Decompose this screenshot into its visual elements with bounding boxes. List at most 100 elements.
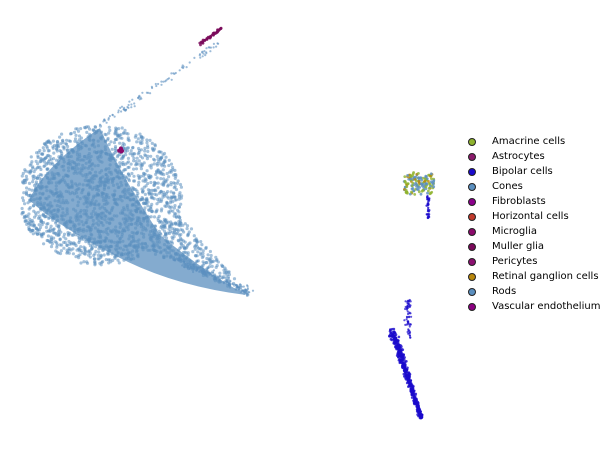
scatter-point xyxy=(188,261,191,264)
scatter-point xyxy=(106,180,110,185)
scatter-point xyxy=(409,177,413,181)
scatter-point xyxy=(123,191,127,195)
scatter-point xyxy=(89,227,93,232)
scatter-point xyxy=(93,145,97,149)
scatter-point xyxy=(219,27,223,30)
scatter-point xyxy=(61,141,65,145)
scatter-point xyxy=(140,241,145,245)
scatter-point xyxy=(134,208,138,212)
scatter-point xyxy=(85,218,89,222)
scatter-point xyxy=(126,105,129,109)
scatter-point xyxy=(128,251,133,255)
scatter-point xyxy=(246,285,249,288)
scatter-point xyxy=(166,78,169,81)
scatter-point xyxy=(63,240,67,245)
scatter-point xyxy=(116,165,120,169)
scatter-point xyxy=(82,155,86,159)
scatter-point xyxy=(419,182,423,186)
scatter-point xyxy=(47,159,51,164)
scatter-point xyxy=(84,221,88,225)
scatter-point xyxy=(216,275,219,278)
scatter-point xyxy=(26,201,30,205)
scatter-point xyxy=(114,158,118,162)
scatter-point xyxy=(135,220,139,224)
scatter-point xyxy=(186,234,190,238)
scatter-point xyxy=(39,187,43,191)
scatter-point xyxy=(164,232,168,236)
scatter-point xyxy=(127,237,131,241)
scatter-point xyxy=(23,215,27,219)
scatter-point xyxy=(222,281,225,284)
scatter-point xyxy=(58,204,62,209)
scatter-point xyxy=(239,287,243,290)
scatter-point xyxy=(62,235,66,239)
scatter-point xyxy=(196,260,199,263)
scatter-point xyxy=(85,205,89,209)
scatter-point xyxy=(32,204,36,208)
scatter-point xyxy=(75,248,79,252)
scatter-point xyxy=(408,325,411,328)
scatter-point xyxy=(150,202,154,206)
scatter-point xyxy=(114,162,118,166)
scatter-point xyxy=(122,168,127,172)
scatter-point xyxy=(432,179,436,182)
scatter-point xyxy=(406,374,410,378)
scatter-point xyxy=(201,50,204,53)
scatter-point xyxy=(81,223,85,227)
legend-item: Retinal ganglion cells xyxy=(467,269,609,284)
scatter-point xyxy=(26,215,30,219)
scatter-point xyxy=(208,35,212,39)
scatter-point xyxy=(162,177,166,181)
scatter-point xyxy=(54,187,58,191)
scatter-point xyxy=(58,252,63,256)
scatter-point xyxy=(416,403,420,406)
scatter-point xyxy=(164,238,168,242)
scatter-point xyxy=(41,152,45,156)
scatter-point xyxy=(405,318,408,321)
scatter-point xyxy=(139,154,143,158)
scatter-point xyxy=(79,136,83,140)
scatter-point xyxy=(212,269,215,272)
scatter-point xyxy=(27,181,32,185)
scatter-point xyxy=(155,209,159,213)
scatter-point xyxy=(108,211,112,215)
scatter-point xyxy=(413,193,417,196)
scatter-point xyxy=(425,213,428,216)
scatter-point xyxy=(127,174,132,178)
scatter-point xyxy=(408,334,411,337)
scatter-point xyxy=(164,180,168,184)
legend-marker xyxy=(468,197,476,206)
scatter-point xyxy=(397,359,401,362)
scatter-point xyxy=(99,234,103,238)
scatter-point xyxy=(73,224,77,228)
scatter-point xyxy=(404,323,407,326)
scatter-point xyxy=(110,252,114,256)
scatter-point xyxy=(58,135,62,139)
scatter-point xyxy=(80,220,84,224)
scatter-point xyxy=(79,261,83,265)
scatter-point xyxy=(74,218,79,222)
scatter-point xyxy=(108,115,111,118)
scatter-point xyxy=(132,167,136,171)
scatter-point xyxy=(29,155,33,159)
scatter-point xyxy=(92,206,97,211)
scatter-point xyxy=(220,263,224,267)
scatter-point xyxy=(45,185,49,189)
scatter-point xyxy=(172,232,176,236)
scatter-point xyxy=(59,214,64,218)
scatter-point xyxy=(39,181,43,185)
scatter-point xyxy=(181,250,186,255)
scatter-point xyxy=(71,198,75,202)
scatter-point xyxy=(68,218,72,223)
scatter-point xyxy=(27,187,31,191)
legend-label: Astrocytes xyxy=(492,151,545,162)
scatter-point xyxy=(101,230,106,234)
scatter-point xyxy=(146,149,150,153)
scatter-point xyxy=(98,244,102,249)
scatter-point xyxy=(394,337,398,340)
scatter-point xyxy=(183,246,187,250)
scatter-point xyxy=(87,138,91,142)
scatter-point xyxy=(139,135,143,139)
scatter-point xyxy=(57,198,61,202)
legend-item: Muller glia xyxy=(467,239,609,254)
